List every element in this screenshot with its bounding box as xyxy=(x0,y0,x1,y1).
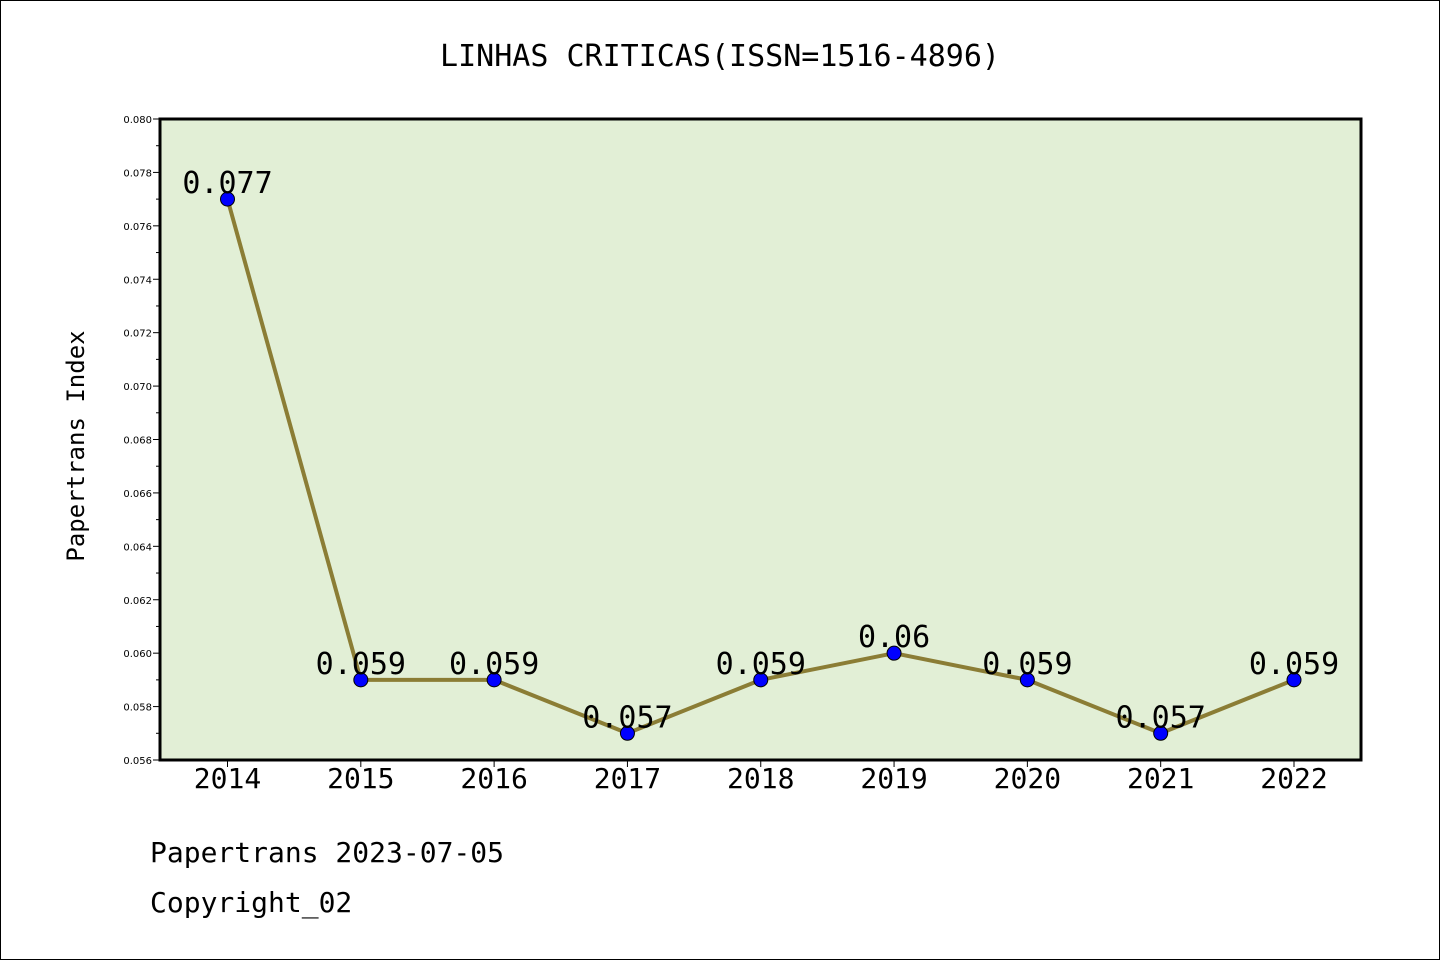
y-tick-label: 0.072 xyxy=(123,329,152,340)
series-markers xyxy=(220,191,1302,741)
y-axis-label: Papertrans Index xyxy=(62,330,90,561)
y-tick-label: 0.058 xyxy=(123,703,152,714)
x-tick-label: 2019 xyxy=(860,762,927,795)
data-label: 0.059 xyxy=(449,647,539,682)
data-label: 0.059 xyxy=(1249,647,1339,682)
data-point xyxy=(1153,725,1169,741)
x-tick-label: 2016 xyxy=(460,762,527,795)
y-tick-label: 0.080 xyxy=(123,115,152,126)
x-tick-label: 2014 xyxy=(194,762,261,795)
y-tick-label: 0.056 xyxy=(123,756,152,767)
x-tick-label: 2018 xyxy=(727,762,794,795)
y-tick-label: 0.066 xyxy=(123,489,152,500)
y-tick-label: 0.060 xyxy=(123,649,152,660)
data-labels: 0.077 0.059 0.059 0.057 0.059 0.06 0.059 0.057 0… xyxy=(182,166,1339,735)
data-point xyxy=(353,672,369,688)
y-tick-label: 0.076 xyxy=(123,222,152,233)
data-point xyxy=(486,672,502,688)
y-axis-ticks: 0.056 0.058 0.060 0.062 0.064 0.066 0.068 0.070… xyxy=(123,115,160,767)
x-tick-label: 2022 xyxy=(1260,762,1327,795)
x-tick-label: 2021 xyxy=(1127,762,1194,795)
plot-area xyxy=(158,117,1363,762)
y-tick-label: 0.074 xyxy=(123,275,152,286)
data-label: 0.057 xyxy=(582,700,672,735)
data-point xyxy=(1286,672,1302,688)
y-tick-label: 0.068 xyxy=(123,436,152,447)
chart-title: LINHAS CRITICAS(ISSN=1516-4896) xyxy=(440,39,1000,74)
y-tick-label: 0.062 xyxy=(123,596,152,607)
data-label: 0.057 xyxy=(1116,700,1206,735)
y-tick-label: 0.070 xyxy=(123,382,152,393)
x-tick-label: 2020 xyxy=(994,762,1061,795)
footer-date: Papertrans 2023-07-05 xyxy=(150,836,505,869)
y-tick-label: 0.078 xyxy=(123,168,152,179)
x-axis-ticks: 2014 2015 2016 2017 2018 2019 2020 2021 2022 xyxy=(194,760,1328,795)
x-tick-label: 2015 xyxy=(327,762,394,795)
data-point xyxy=(619,725,635,741)
data-label: 0.059 xyxy=(716,647,806,682)
data-label: 0.06 xyxy=(858,620,930,655)
data-label: 0.077 xyxy=(182,166,272,201)
x-tick-label: 2017 xyxy=(594,762,661,795)
data-point xyxy=(886,645,902,661)
data-label: 0.059 xyxy=(316,647,406,682)
data-label: 0.059 xyxy=(982,647,1072,682)
data-point xyxy=(1019,672,1035,688)
y-tick-label: 0.064 xyxy=(123,542,152,553)
data-point xyxy=(220,191,235,207)
footer-copyright: Copyright_02 xyxy=(150,886,353,919)
data-point xyxy=(753,672,769,688)
